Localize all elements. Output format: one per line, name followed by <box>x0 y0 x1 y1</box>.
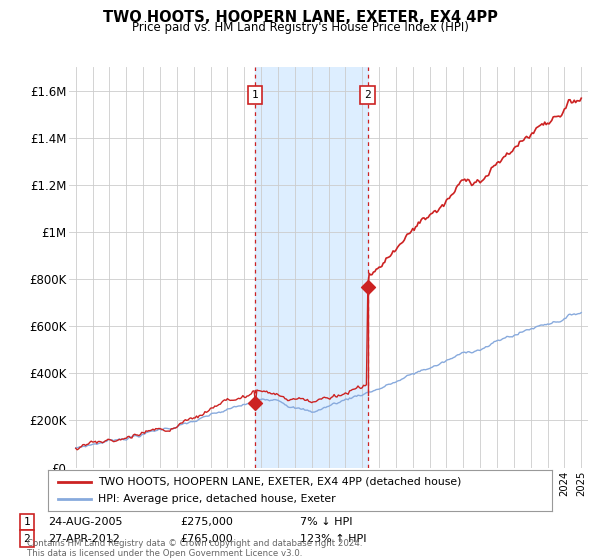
Text: Price paid vs. HM Land Registry's House Price Index (HPI): Price paid vs. HM Land Registry's House … <box>131 21 469 34</box>
Text: 2: 2 <box>23 534 31 544</box>
Text: £275,000: £275,000 <box>180 517 233 527</box>
Text: TWO HOOTS, HOOPERN LANE, EXETER, EX4 4PP: TWO HOOTS, HOOPERN LANE, EXETER, EX4 4PP <box>103 10 497 25</box>
Point <box>250 398 260 407</box>
Text: TWO HOOTS, HOOPERN LANE, EXETER, EX4 4PP (detached house): TWO HOOTS, HOOPERN LANE, EXETER, EX4 4PP… <box>98 477 462 487</box>
Text: 1: 1 <box>251 90 259 100</box>
Point <box>363 283 373 292</box>
Text: 1: 1 <box>23 517 31 527</box>
Text: 123% ↑ HPI: 123% ↑ HPI <box>300 534 367 544</box>
Bar <box>255 67 368 468</box>
Text: HPI: Average price, detached house, Exeter: HPI: Average price, detached house, Exet… <box>98 494 336 505</box>
Text: £765,000: £765,000 <box>180 534 233 544</box>
Text: Contains HM Land Registry data © Crown copyright and database right 2024.
This d: Contains HM Land Registry data © Crown c… <box>27 539 362 558</box>
Text: 27-APR-2012: 27-APR-2012 <box>48 534 120 544</box>
Text: 7% ↓ HPI: 7% ↓ HPI <box>300 517 353 527</box>
Text: 2: 2 <box>364 90 371 100</box>
Text: 24-AUG-2005: 24-AUG-2005 <box>48 517 122 527</box>
